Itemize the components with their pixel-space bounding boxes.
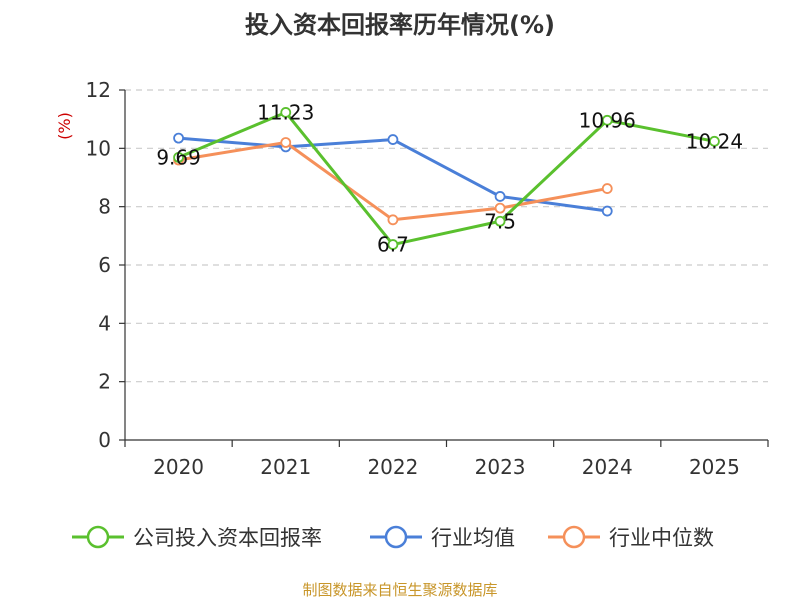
data-point <box>601 205 613 217</box>
data-point <box>494 215 506 227</box>
legend-swatch-marker <box>86 525 110 549</box>
data-label: 9.69 <box>156 145 201 169</box>
data-point <box>709 135 720 147</box>
data-point <box>387 239 399 250</box>
y-tick-label: 12 <box>86 78 111 102</box>
legend-swatch-marker <box>384 525 408 549</box>
series-line-0 <box>178 110 715 247</box>
data-point <box>494 202 506 214</box>
data-point <box>173 151 184 163</box>
x-tick-label-2022: 2022 <box>367 455 418 479</box>
data-point <box>601 183 613 194</box>
x-tick-label-2020: 2020 <box>153 455 204 479</box>
y-axis-unit-label: (%) <box>55 112 74 140</box>
data-point <box>494 191 506 202</box>
data-point <box>601 114 613 126</box>
legend: 公司投入资本回报率 行业均值 行业中位数 <box>72 525 714 550</box>
y-tick-label: 2 <box>98 370 111 394</box>
x-tick-label-2025: 2025 <box>689 455 740 479</box>
x-tick-label-2023: 2023 <box>475 455 526 479</box>
x-tick-label-2021: 2021 <box>260 455 311 479</box>
data-point <box>280 107 292 118</box>
legend-swatch-marker <box>562 525 586 549</box>
y-tick-label: 8 <box>98 195 111 219</box>
data-point <box>387 214 399 226</box>
data-labels: 9.69 11.23 6.7 7.5 10.96 10.24 <box>156 100 743 256</box>
y-tick-label: 0 <box>98 428 111 452</box>
axes: 0 2 4 6 8 10 12 2020 2021 2022 2023 2024 2025 <box>86 78 769 479</box>
data-point <box>280 137 292 148</box>
y-tick-label: 4 <box>98 311 111 335</box>
data-label: 10.24 <box>686 129 743 153</box>
source-note: 制图数据来自恒生聚源数据库 <box>302 581 497 599</box>
legend-item-label: 行业均值 <box>431 526 515 550</box>
x-tick-label-2024: 2024 <box>582 455 633 479</box>
data-label: 10.96 <box>579 108 636 132</box>
data-point <box>387 134 399 145</box>
data-point <box>173 132 184 144</box>
y-tick-label: 10 <box>86 136 111 160</box>
data-label: 6.7 <box>377 233 409 257</box>
gridlines <box>125 89 768 383</box>
data-label: 11.23 <box>257 100 314 124</box>
data-label: 7.5 <box>484 209 516 233</box>
chart-title: 投入资本回报率历年情况(%) <box>245 11 555 39</box>
legend-item-label: 行业中位数 <box>609 526 714 550</box>
y-tick-label: 6 <box>98 253 111 277</box>
legend-item-label: 公司投入资本回报率 <box>133 526 322 550</box>
series-lines <box>173 107 720 250</box>
